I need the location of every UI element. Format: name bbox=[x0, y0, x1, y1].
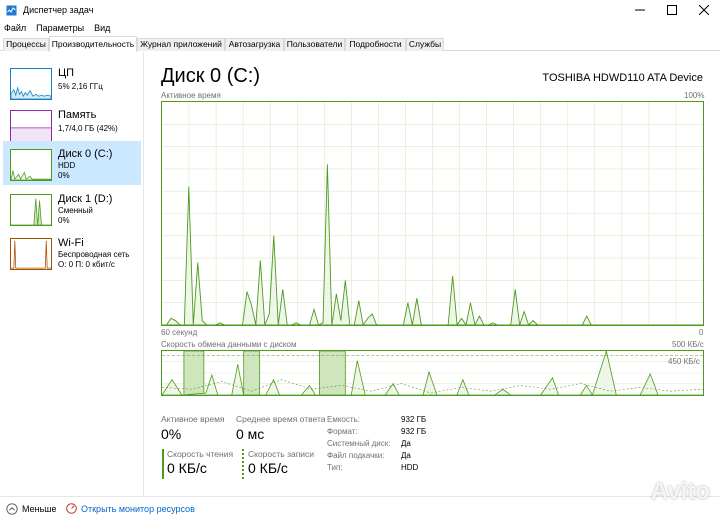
sidebar-title-disk1: Диск 1 (D:) bbox=[58, 193, 113, 205]
tab-app-history[interactable]: Журнал приложений bbox=[137, 38, 225, 51]
resource-monitor-label: Открыть монитор ресурсов bbox=[81, 503, 195, 514]
window-title: Диспетчер задач bbox=[23, 5, 94, 15]
prop-format-value: 932 ГБ bbox=[401, 427, 427, 436]
tab-startup[interactable]: Автозагрузка bbox=[225, 38, 284, 51]
transfer-rate-area bbox=[162, 351, 703, 395]
avg-response-value: 0 мс bbox=[236, 426, 265, 442]
tab-bar: Процессы Производительность Журнал прило… bbox=[0, 36, 720, 52]
transfer-rate-chart bbox=[161, 350, 704, 396]
sidebar-title-disk0: Диск 0 (C:) bbox=[58, 148, 113, 160]
menu-bar: Файл Параметры Вид bbox=[0, 20, 720, 36]
sidebar-item-wifi[interactable]: Wi-Fi Беспроводная сеть О: 0 П: 0 кбит/с bbox=[3, 230, 141, 274]
read-speed-value: 0 КБ/с bbox=[167, 460, 207, 476]
prop-type-key: Тип: bbox=[327, 463, 343, 472]
chevron-up-icon bbox=[6, 503, 18, 515]
tab-performance[interactable]: Производительность bbox=[49, 36, 137, 52]
sidebar-item-disk0[interactable]: Диск 0 (C:) HDD 0% bbox=[3, 141, 141, 185]
write-speed-marker bbox=[242, 449, 244, 479]
wifi-thumbnail-graph bbox=[10, 238, 52, 270]
title-bar: Диспетчер задач bbox=[0, 0, 720, 20]
chart2-max-label: 500 КБ/с bbox=[672, 340, 704, 349]
write-speed-label: Скорость записи bbox=[248, 449, 315, 459]
maximize-button[interactable] bbox=[656, 0, 688, 20]
sidebar-sub-memory: 1,7/4,0 ГБ (42%) bbox=[58, 124, 118, 133]
menu-view[interactable]: Вид bbox=[94, 23, 111, 33]
active-time-chart bbox=[161, 101, 704, 326]
menu-options[interactable]: Параметры bbox=[36, 23, 85, 33]
prop-system-disk-value: Да bbox=[401, 439, 411, 448]
active-time-value: 0% bbox=[161, 426, 182, 442]
memory-thumbnail-graph bbox=[10, 110, 52, 142]
transfer-spike bbox=[243, 351, 261, 395]
chart2-line-label: 450 КБ/с bbox=[668, 357, 700, 366]
chart1-label: Активное время bbox=[161, 91, 221, 100]
prop-type-value: HDD bbox=[401, 463, 419, 472]
active-time-label: Активное время bbox=[161, 414, 225, 424]
footer: Меньше Открыть монитор ресурсов bbox=[0, 496, 720, 523]
prop-system-disk-key: Системный диск: bbox=[327, 439, 391, 448]
sidebar-title-memory: Память bbox=[58, 109, 97, 121]
sidebar-sub-wifi-type: Беспроводная сеть bbox=[58, 250, 130, 259]
window-controls bbox=[624, 0, 720, 20]
minimize-icon bbox=[635, 9, 645, 11]
sidebar-title-cpu: ЦП bbox=[58, 67, 75, 79]
page-title: Диск 0 (C:) bbox=[161, 65, 261, 87]
disk0-thumbnail-graph bbox=[10, 149, 52, 181]
tab-services[interactable]: Службы bbox=[406, 38, 444, 51]
maximize-icon bbox=[667, 5, 677, 15]
read-speed-label: Скорость чтения bbox=[167, 449, 234, 459]
prop-format-key: Формат: bbox=[327, 427, 358, 436]
read-speed-marker bbox=[162, 449, 164, 479]
fewer-details-button[interactable]: Меньше bbox=[6, 503, 57, 515]
transfer-spike bbox=[319, 351, 346, 395]
chart2-label: Скорость обмена данными с диском bbox=[161, 340, 297, 349]
active-time-series bbox=[162, 164, 703, 325]
device-name: TOSHIBA HDWD110 ATA Device bbox=[542, 72, 703, 84]
tab-details[interactable]: Подробности bbox=[345, 38, 406, 51]
sidebar-sub-disk1-type: Сменный bbox=[58, 206, 93, 215]
chart1-x-right-label: 0 bbox=[699, 328, 704, 337]
write-rate-line bbox=[162, 379, 703, 394]
transfer-rate-grid bbox=[162, 361, 703, 384]
avito-watermark: Avito bbox=[651, 478, 710, 506]
resource-monitor-link[interactable]: Открыть монитор ресурсов bbox=[66, 503, 195, 514]
prop-pagefile-key: Файл подкачки: bbox=[327, 451, 385, 460]
tab-users[interactable]: Пользователи bbox=[284, 38, 345, 51]
disk1-thumbnail-graph bbox=[10, 194, 52, 226]
performance-sidebar: ЦП 5% 2,16 ГГц Память 1,7/4,0 ГБ (42%) Д… bbox=[0, 52, 144, 496]
sidebar-sub-cpu: 5% 2,16 ГГц bbox=[58, 82, 103, 91]
prop-pagefile-value: Да bbox=[401, 451, 411, 460]
sidebar-sub-disk1-usage: 0% bbox=[58, 216, 70, 225]
menu-file[interactable]: Файл bbox=[4, 23, 27, 33]
sidebar-sub-wifi-speed: О: 0 П: 0 кбит/с bbox=[58, 260, 115, 269]
chart1-x-left-label: 60 секунд bbox=[161, 328, 198, 337]
sidebar-item-memory[interactable]: Память 1,7/4,0 ГБ (42%) bbox=[3, 102, 141, 146]
close-icon bbox=[699, 5, 709, 15]
sidebar-item-disk1[interactable]: Диск 1 (D:) Сменный 0% bbox=[3, 186, 141, 230]
chart1-max-label: 100% bbox=[684, 91, 705, 100]
prop-capacity-key: Емкость: bbox=[327, 415, 360, 424]
sidebar-sub-disk0-usage: 0% bbox=[58, 171, 70, 180]
cpu-thumbnail-graph bbox=[10, 68, 52, 100]
transfer-spike bbox=[183, 351, 205, 395]
write-speed-value: 0 КБ/с bbox=[248, 460, 288, 476]
avito-watermark-text: Avito bbox=[650, 478, 710, 505]
sidebar-sub-disk0-type: HDD bbox=[58, 161, 76, 170]
prop-capacity-value: 932 ГБ bbox=[401, 415, 427, 424]
fewer-details-label: Меньше bbox=[22, 504, 57, 514]
tab-processes[interactable]: Процессы bbox=[3, 38, 49, 51]
sidebar-item-cpu[interactable]: ЦП 5% 2,16 ГГц bbox=[3, 60, 141, 104]
close-button[interactable] bbox=[688, 0, 720, 20]
resource-monitor-icon bbox=[66, 503, 77, 514]
active-time-grid bbox=[162, 102, 703, 325]
sidebar-title-wifi: Wi-Fi bbox=[58, 237, 84, 249]
task-manager-icon bbox=[6, 5, 17, 15]
avg-response-label: Среднее время ответа bbox=[236, 414, 326, 424]
minimize-button[interactable] bbox=[624, 0, 656, 20]
